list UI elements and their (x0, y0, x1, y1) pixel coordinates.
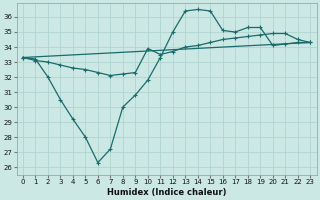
X-axis label: Humidex (Indice chaleur): Humidex (Indice chaleur) (107, 188, 226, 197)
